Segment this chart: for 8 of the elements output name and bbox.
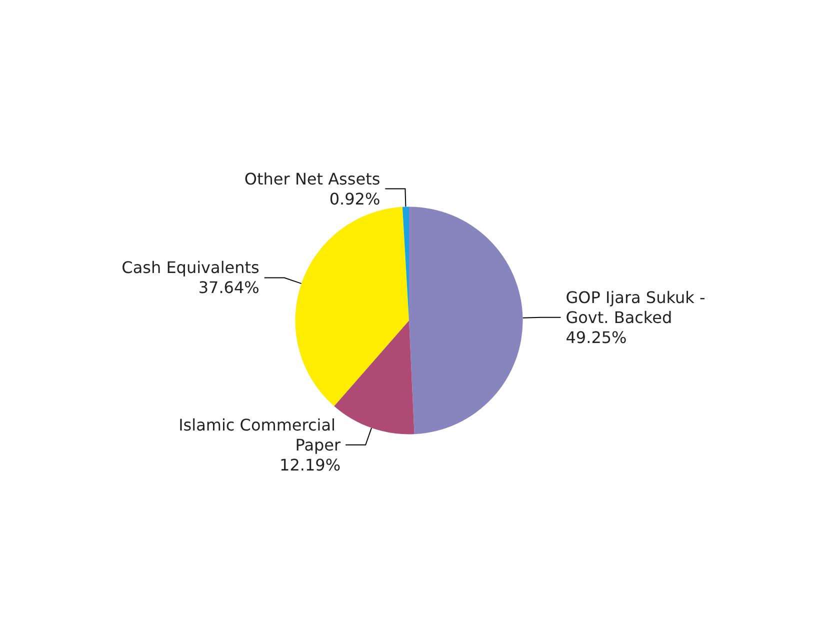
data-label: 12.19% xyxy=(280,455,341,474)
slice-label: Cash Equivalents xyxy=(122,258,260,278)
slice-label: Other Net Assets xyxy=(244,169,380,188)
slice-label: Islamic Commercial Paper xyxy=(178,415,341,454)
slice-label: GOP Ijara Sukuk - Govt. Backed xyxy=(566,288,710,327)
data-label: 49.25% xyxy=(566,328,627,347)
data-label: 37.64% xyxy=(198,278,260,298)
data-label: 0.92% xyxy=(329,189,380,208)
